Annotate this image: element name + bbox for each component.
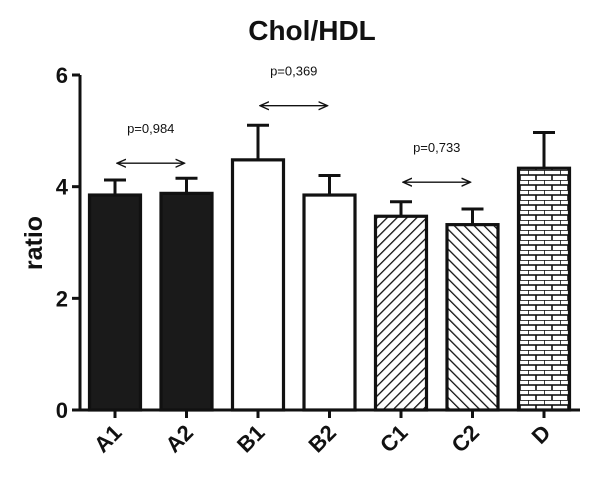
bar-a1 bbox=[87, 193, 143, 412]
x-tick-label-a1: A1 bbox=[89, 420, 127, 458]
bar-a2 bbox=[159, 191, 214, 412]
bar-b1 bbox=[230, 158, 286, 412]
y-axis-label: ratio bbox=[20, 216, 48, 270]
x-tick-label-b2: B2 bbox=[303, 420, 341, 458]
p-value-label: p=0,369 bbox=[270, 64, 317, 79]
y-tick-label: 6 bbox=[56, 63, 68, 88]
x-tick-label-a2: A2 bbox=[160, 420, 198, 458]
p-value-label: p=0,984 bbox=[127, 121, 174, 136]
y-tick-label: 2 bbox=[56, 286, 68, 311]
chart-title: Chol/HDL bbox=[248, 15, 376, 46]
y-tick-label: 4 bbox=[56, 175, 69, 200]
x-tick-label-c1: C1 bbox=[375, 420, 413, 458]
plot-area: 0 2 4 6 A1 A2 B1 B2 C1 C2 Dp=0,984 p=0,369 p=0,733 bbox=[56, 63, 580, 457]
bar-b2 bbox=[302, 193, 357, 412]
x-tick-label-c2: C2 bbox=[446, 420, 484, 458]
y-tick-label: 0 bbox=[56, 398, 68, 423]
bar-c2 bbox=[445, 223, 500, 412]
x-tick-label-d: D bbox=[527, 420, 556, 449]
bar-c1 bbox=[373, 214, 429, 412]
x-tick-label-b1: B1 bbox=[232, 420, 270, 458]
bar-d bbox=[516, 166, 572, 412]
p-value-label: p=0,733 bbox=[413, 140, 460, 155]
